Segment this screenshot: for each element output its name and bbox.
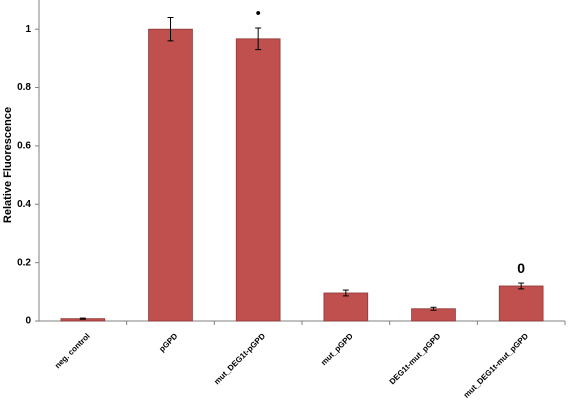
y-tick-label: 0.2 [17,257,31,268]
error-bar [167,17,174,42]
error-bar [430,306,437,311]
x-tick-label: mut_pGPD [319,331,355,367]
annotation: • [256,5,261,21]
y-tick-label: 0.6 [17,141,31,152]
y-tick-label: 0.8 [17,82,31,93]
annotation: 0 [517,260,525,276]
y-tick-label: 0.4 [17,199,31,210]
x-tick-label: DEG1t-mut_pGPD [388,331,443,386]
bar [148,28,193,322]
y-tick-label: 0 [25,316,31,327]
error-bar [79,317,86,320]
bar [235,38,281,322]
x-tick-label: pGPD [157,331,179,353]
x-tick-label: mut_DEG1t-mut_pGPD [462,331,530,399]
y-axis-label: Relative Fluorescence [2,107,14,223]
bar [323,292,369,322]
y-tick-label: 1 [25,24,31,35]
bar [498,285,544,322]
error-bar [518,282,525,290]
error-bar [255,27,262,51]
x-tick-label: neg. control [53,332,92,371]
error-bar [342,289,349,297]
x-tick-label: mut_DEG1t-pGPD [212,331,267,386]
